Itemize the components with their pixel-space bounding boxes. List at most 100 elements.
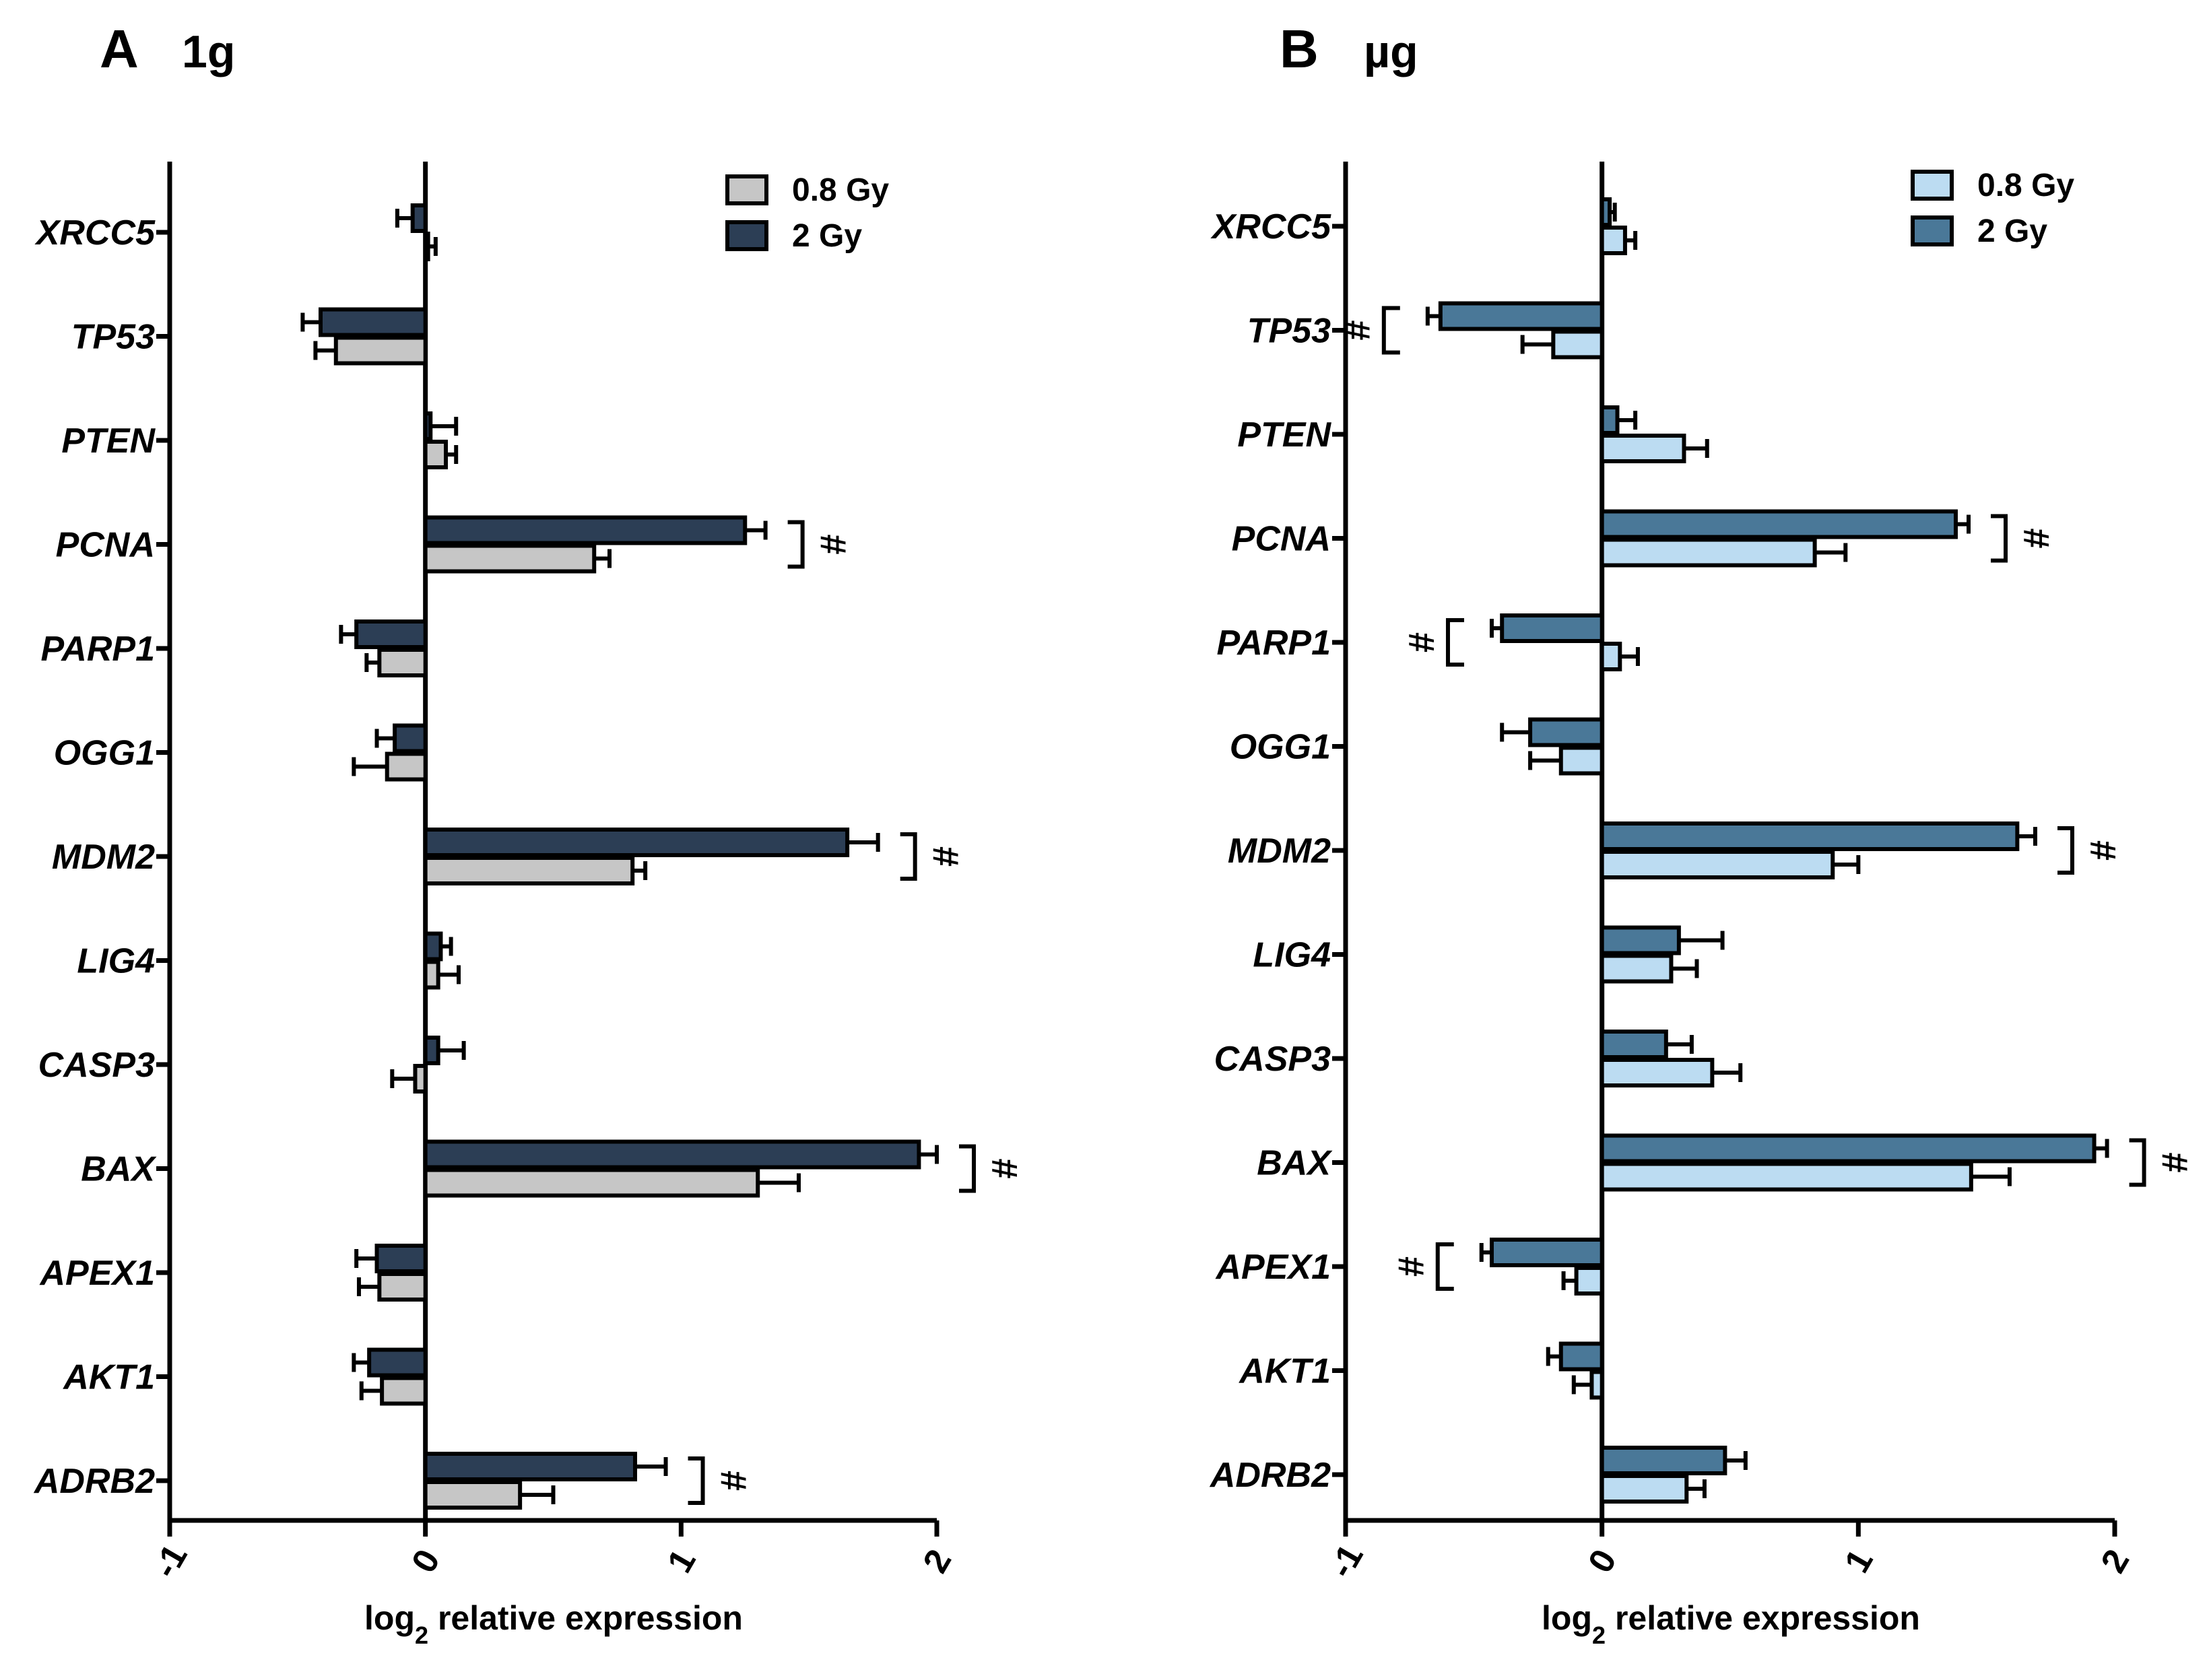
significance-marker: # (2016, 528, 2057, 548)
significance-bracket (959, 1144, 976, 1193)
significance-bracket (1435, 1242, 1454, 1291)
gene-label: PTEN (1237, 415, 1331, 455)
bar-2gy (367, 1347, 428, 1378)
gene-label: BAX (1257, 1144, 1333, 1183)
significance-bracket (688, 1456, 705, 1505)
significance-marker: # (814, 534, 854, 554)
gene-label: ADRB2 (33, 1462, 155, 1501)
bar-2gy (423, 515, 748, 545)
panel-a-chart: A 1g -1 0 1 2 log2 relative expression XRCC5 TP5… (33, 19, 1025, 1649)
significance-bracket (1991, 514, 2008, 563)
significance-bracket (1445, 618, 1464, 667)
panel-condition: µg (1364, 26, 1418, 77)
gene-label: XRCC5 (34, 213, 156, 253)
bar-2gy (1600, 197, 1612, 227)
x-tick-label: 0 (1581, 1543, 1624, 1580)
bar-2gy (423, 1036, 440, 1065)
bar-2gy (1558, 1341, 1604, 1372)
bar-2gy (374, 1244, 428, 1273)
bar-0p8gy (423, 1480, 523, 1510)
bar-0p8gy (423, 856, 635, 885)
significance-marker: # (2154, 1152, 2195, 1172)
gene-label: CASP3 (38, 1046, 155, 1085)
legend-label: 2 Gy (1977, 213, 2047, 249)
bar-0p8gy (423, 440, 449, 469)
legend-label: 0.8 Gy (1977, 168, 2074, 203)
legend-swatch (1911, 170, 1954, 201)
bar-2gy (423, 1452, 637, 1481)
bar-2gy (1600, 925, 1681, 955)
bar-2gy (1528, 717, 1604, 747)
significance-marker: # (1391, 1256, 1432, 1277)
x-tick-label: 2 (916, 1543, 960, 1580)
gene-label: APEX1 (1214, 1248, 1331, 1287)
x-tick-label: 1 (660, 1543, 704, 1580)
bar-0p8gy (413, 1064, 428, 1094)
legend-swatch (1911, 215, 1954, 246)
significance-marker: # (985, 1158, 1025, 1178)
significance-marker: # (1338, 320, 1378, 340)
legend-label: 2 Gy (792, 218, 862, 254)
bar-0p8gy (1600, 537, 1817, 568)
bar-2gy (354, 619, 428, 649)
bar-2gy (319, 307, 428, 337)
gene-label: AKT1 (62, 1358, 155, 1397)
gene-label: XRCC5 (1210, 207, 1331, 246)
bar-0p8gy (423, 543, 597, 574)
legend-label: 0.8 Gy (792, 172, 889, 208)
gene-label: PARP1 (1216, 624, 1331, 663)
significance-marker: # (1402, 632, 1442, 652)
bar-2gy (393, 723, 428, 753)
gene-label: TP53 (1247, 312, 1331, 351)
bar-2gy (1600, 405, 1620, 435)
bar-2gy (1600, 1133, 2097, 1164)
bar-0p8gy (1600, 226, 1627, 255)
gene-label: BAX (81, 1150, 157, 1189)
bar-0p8gy (1589, 1370, 1604, 1400)
gene-label: OGG1 (54, 734, 155, 773)
panel-condition: 1g (182, 26, 235, 77)
legend-swatch (725, 174, 768, 205)
gene-label: TP53 (71, 318, 155, 357)
bar-0p8gy (423, 960, 440, 990)
gene-label: CASP3 (1214, 1040, 1331, 1079)
x-axis-label: log2 relative expression (1542, 1599, 1920, 1649)
gene-label: OGG1 (1230, 728, 1331, 767)
gene-label: LIG4 (77, 942, 155, 981)
bar-2gy (1600, 509, 1958, 539)
bar-0p8gy (1558, 745, 1604, 776)
gene-label: APEX1 (38, 1254, 155, 1293)
x-tick-label: 1 (1837, 1543, 1881, 1580)
bar-0p8gy (377, 648, 428, 677)
bar-2gy (423, 411, 433, 441)
significance-marker: # (926, 846, 966, 867)
x-tick-label: -1 (1321, 1538, 1371, 1584)
significance-bracket (900, 832, 917, 881)
bar-0p8gy (385, 751, 428, 782)
bar-2gy (1600, 1446, 1727, 1475)
x-tick-label: 0 (404, 1543, 448, 1580)
panel-letter: B (1280, 19, 1319, 79)
bar-2gy (423, 828, 850, 857)
bar-0p8gy (333, 335, 428, 366)
bar-2gy (1600, 1030, 1668, 1059)
bar-0p8gy (1600, 850, 1835, 879)
bar-0p8gy (1600, 1162, 1973, 1192)
bar-0p8gy (423, 232, 430, 261)
bar-0p8gy (1600, 642, 1622, 671)
panel-letter: A (100, 19, 139, 79)
x-axis-label: log2 relative expression (364, 1599, 743, 1649)
gene-label: MDM2 (52, 838, 155, 877)
gene-label: PCNA (1232, 520, 1331, 559)
bar-2gy (1438, 301, 1604, 331)
bar-0p8gy (377, 1272, 428, 1302)
bar-2gy (423, 931, 443, 962)
bar-0p8gy (1600, 1058, 1715, 1087)
significance-bracket (1381, 306, 1400, 355)
gene-label: PTEN (61, 422, 156, 461)
gene-label: PCNA (56, 526, 155, 565)
gene-label: AKT1 (1238, 1352, 1331, 1391)
gene-label: ADRB2 (1209, 1456, 1331, 1495)
